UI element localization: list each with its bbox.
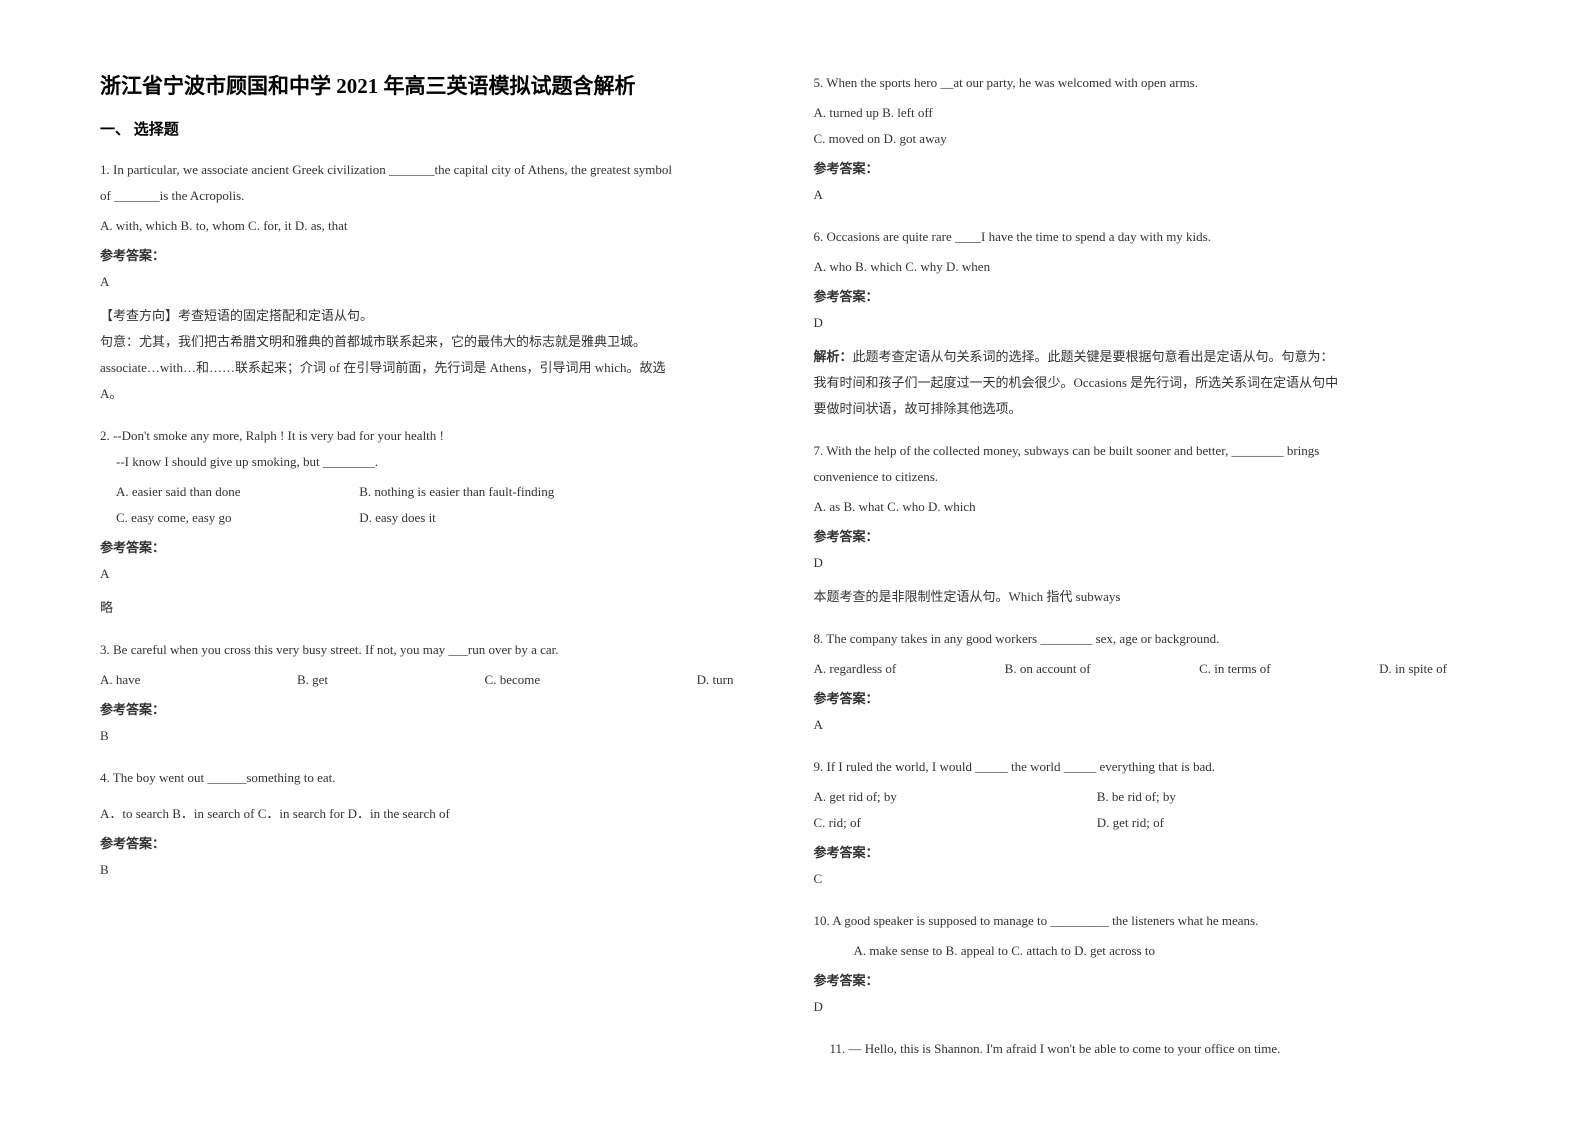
q2-explanation: 略 [100, 595, 774, 621]
right-column: 5. When the sports hero __at our party, … [814, 70, 1488, 1092]
answer-label: 参考答案： [100, 243, 774, 269]
q6-options: A. who B. which C. why D. when [814, 254, 1488, 280]
question-8: 8. The company takes in any good workers… [814, 626, 1488, 746]
q1-answer: A [100, 269, 774, 295]
question-4: 4. The boy went out ______something to e… [100, 765, 774, 891]
q7-options: A. as B. what C. who D. which [814, 494, 1488, 520]
q5-text: 5. When the sports hero __at our party, … [814, 70, 1488, 96]
question-3: 3. Be careful when you cross this very b… [100, 637, 774, 757]
question-2: 2. --Don't smoke any more, Ralph ! It is… [100, 423, 774, 629]
q4-answer: B [100, 857, 774, 883]
q6-text: 6. Occasions are quite rare ____I have t… [814, 224, 1488, 250]
q9-options-row1: A. get rid of; by B. be rid of; by [814, 784, 1488, 810]
q3-answer: B [100, 723, 774, 749]
question-6: 6. Occasions are quite rare ____I have t… [814, 224, 1488, 430]
q9-options-row2: C. rid; of D. get rid; of [814, 810, 1488, 836]
answer-label: 参考答案： [100, 697, 774, 723]
answer-label: 参考答案： [814, 968, 1488, 994]
q11-text: 11. — Hello, this is Shannon. I'm afraid… [814, 1036, 1488, 1062]
q1-text: 1. In particular, we associate ancient G… [100, 157, 774, 209]
document-title: 浙江省宁波市顾国和中学 2021 年高三英语模拟试题含解析 [100, 70, 774, 100]
q8-answer: A [814, 712, 1488, 738]
q3-text: 3. Be careful when you cross this very b… [100, 637, 774, 663]
answer-label: 参考答案： [100, 831, 774, 857]
q1-explanation: 【考查方向】考查短语的固定搭配和定语从句。 句意：尤其，我们把古希腊文明和雅典的… [100, 303, 774, 407]
answer-label: 参考答案： [814, 840, 1488, 866]
question-1: 1. In particular, we associate ancient G… [100, 157, 774, 415]
q9-text: 9. If I ruled the world, I would _____ t… [814, 754, 1488, 780]
left-column: 浙江省宁波市顾国和中学 2021 年高三英语模拟试题含解析 一、 选择题 1. … [100, 70, 774, 1092]
q7-explanation: 本题考查的是非限制性定语从句。Which 指代 subways [814, 584, 1488, 610]
q1-options: A. with, which B. to, whom C. for, it D.… [100, 213, 774, 239]
q4-text: 4. The boy went out ______something to e… [100, 765, 774, 791]
q5-answer: A [814, 182, 1488, 208]
q10-answer: D [814, 994, 1488, 1020]
q7-text: 7. With the help of the collected money,… [814, 438, 1488, 490]
answer-label: 参考答案： [100, 535, 774, 561]
question-11: 11. — Hello, this is Shannon. I'm afraid… [814, 1036, 1488, 1066]
question-9: 9. If I ruled the world, I would _____ t… [814, 754, 1488, 900]
q2-answer: A [100, 561, 774, 587]
q10-options: A. make sense to B. appeal to C. attach … [814, 938, 1488, 964]
question-7: 7. With the help of the collected money,… [814, 438, 1488, 618]
section-header: 一、 选择题 [100, 118, 774, 139]
answer-label: 参考答案： [814, 524, 1488, 550]
q8-text: 8. The company takes in any good workers… [814, 626, 1488, 652]
question-10: 10. A good speaker is supposed to manage… [814, 908, 1488, 1028]
answer-label: 参考答案： [814, 156, 1488, 182]
q5-options: A. turned up B. left off C. moved on D. … [814, 100, 1488, 152]
q2-options-row2: C. easy come, easy go D. easy does it [100, 505, 774, 531]
q6-answer: D [814, 310, 1488, 336]
q2-text: 2. --Don't smoke any more, Ralph ! It is… [100, 423, 774, 475]
q6-explanation: 解析：此题考查定语从句关系词的选择。此题关键是要根据句意看出是定语从句。句意为：… [814, 344, 1488, 422]
q8-options: A. regardless of B. on account of C. in … [814, 656, 1488, 682]
q9-answer: C [814, 866, 1488, 892]
q3-options: A. have B. get C. become D. turn [100, 667, 774, 693]
q7-answer: D [814, 550, 1488, 576]
q10-text: 10. A good speaker is supposed to manage… [814, 908, 1488, 934]
q4-options: A．to search B．in search of C．in search f… [100, 801, 774, 827]
answer-label: 参考答案： [814, 284, 1488, 310]
q2-options-row1: A. easier said than done B. nothing is e… [100, 479, 774, 505]
question-5: 5. When the sports hero __at our party, … [814, 70, 1488, 216]
answer-label: 参考答案： [814, 686, 1488, 712]
